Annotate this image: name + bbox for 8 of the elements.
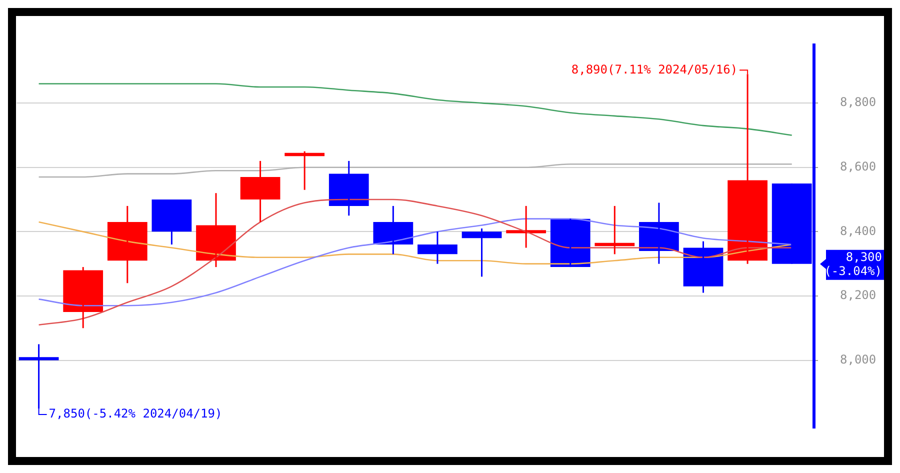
annotation: 8,890(7.11% 2024/05/16) [571, 62, 738, 76]
text: 8,300 (-3.04%) [824, 250, 882, 278]
annotation: 7,850(-5.42% 2024/04/19) [48, 406, 222, 421]
y-tick-label: 8,200 [840, 288, 876, 302]
y-tick-label: 8,800 [840, 95, 876, 110]
y-tick-label: 8,600 [840, 160, 876, 174]
y-tick-label: 8,400 [840, 224, 876, 238]
y-tick-label: 8,000 [840, 352, 876, 366]
